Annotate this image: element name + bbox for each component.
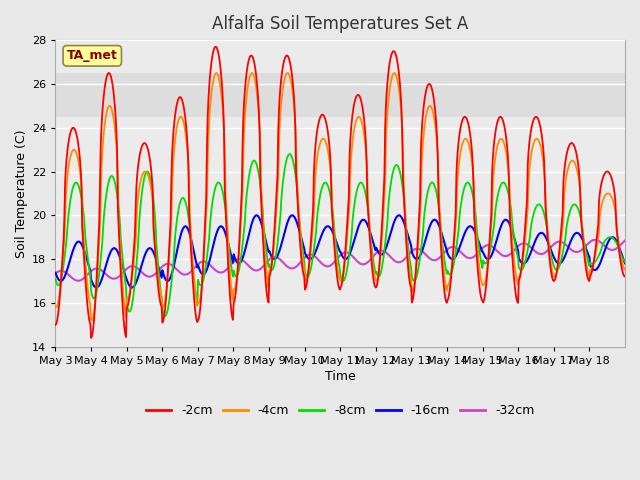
X-axis label: Time: Time — [325, 370, 356, 383]
Legend: -2cm, -4cm, -8cm, -16cm, -32cm: -2cm, -4cm, -8cm, -16cm, -32cm — [141, 399, 540, 422]
Title: Alfalfa Soil Temperatures Set A: Alfalfa Soil Temperatures Set A — [212, 15, 468, 33]
Bar — [56, 73, 625, 117]
Y-axis label: Soil Temperature (C): Soil Temperature (C) — [15, 129, 28, 258]
Text: TA_met: TA_met — [67, 49, 118, 62]
